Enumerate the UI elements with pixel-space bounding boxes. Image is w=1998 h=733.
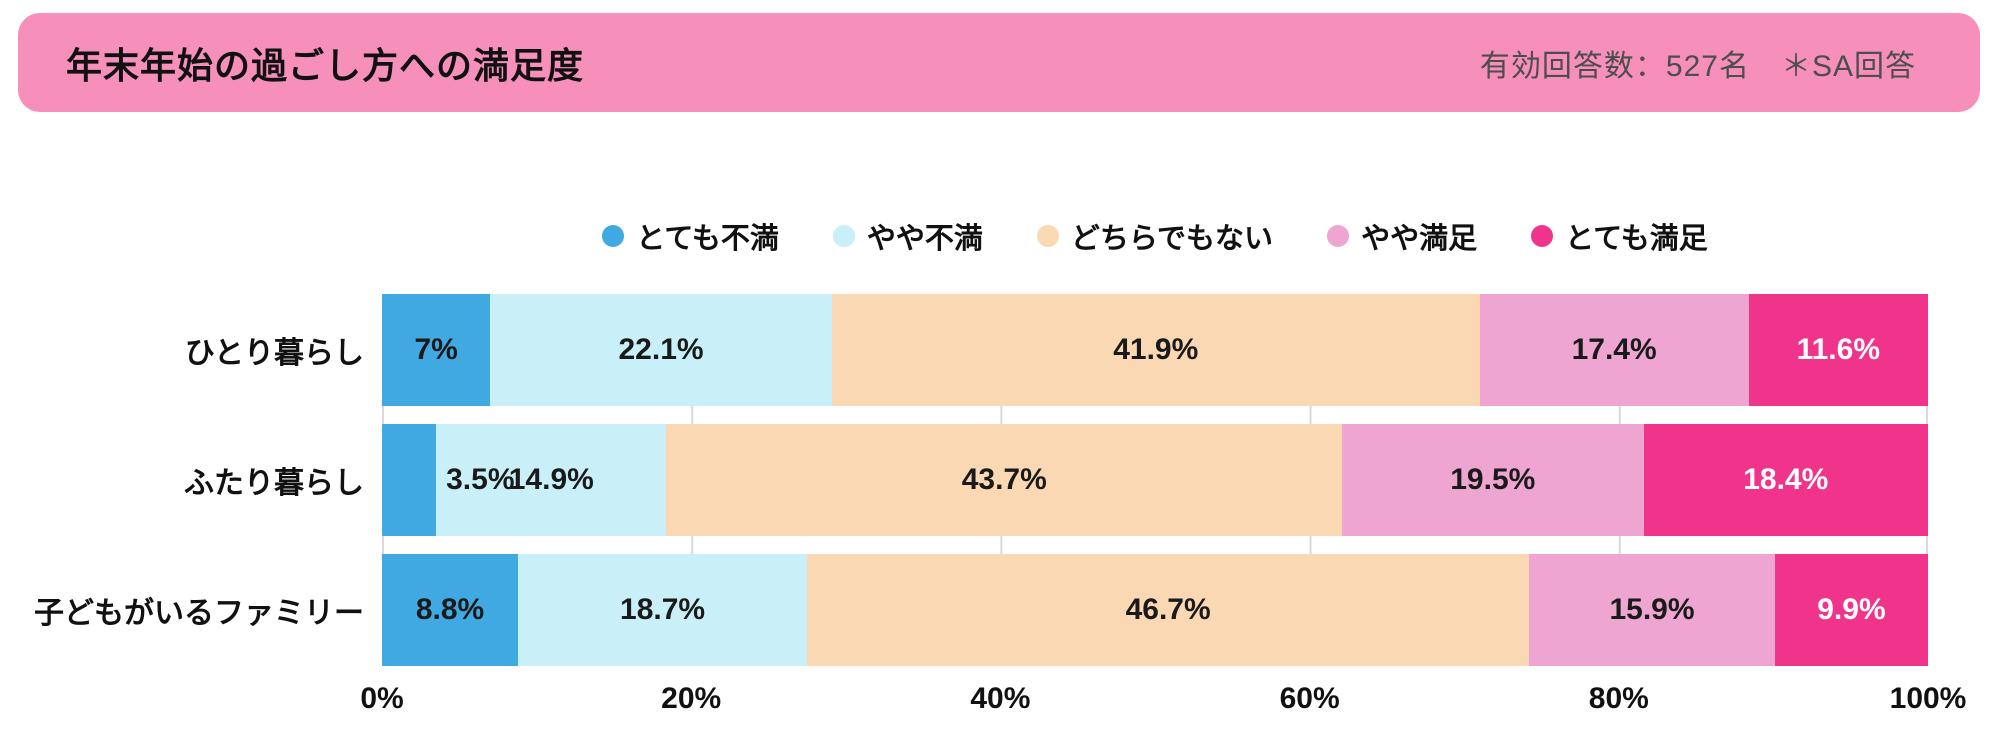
legend-item: やや満足: [1327, 215, 1477, 257]
bar-segment: 46.7%: [807, 554, 1530, 666]
legend-swatch-icon: [1036, 225, 1059, 247]
segment-value-label: 46.7%: [1125, 593, 1211, 626]
legend-item: とても満足: [1531, 215, 1708, 257]
bar-segment: 7%: [382, 294, 491, 406]
segment-value-label: 3.5%: [446, 463, 515, 496]
segment-value-label: 18.7%: [620, 593, 706, 626]
segment-value-label: 14.9%: [508, 463, 594, 496]
bar-row: ふたり暮らし 3.5% 14.9% 43.7% 19.5% 18.4%: [0, 424, 1928, 536]
category-label: ひとり暮らし: [184, 337, 364, 370]
bar-segment: 22.1%: [490, 294, 832, 406]
stacked-bar: 8.8% 18.7% 46.7% 15.9% 9.9%: [382, 554, 1928, 666]
legend-label: やや満足: [1361, 223, 1478, 255]
x-axis-tick: 20%: [661, 682, 722, 715]
bar-segment: 41.9%: [831, 294, 1480, 406]
stacked-bar: 7% 22.1% 41.9% 17.4% 11.6%: [382, 294, 1928, 406]
legend: とても不満 やや不満 どちらでもない やや満足 とても満足: [382, 220, 1928, 255]
response-count-note: 有効回答数：527名 ＊SA回答: [1479, 49, 1916, 83]
x-axis-tick: 40%: [970, 682, 1031, 715]
legend-item: やや不満: [832, 215, 983, 257]
header-banner: 年末年始の過ごし方への満足度 有効回答数：527名 ＊SA回答: [18, 13, 1980, 112]
x-axis-tick: 60%: [1279, 682, 1340, 715]
segment-value-label: 22.1%: [618, 333, 704, 366]
segment-value-label: 11.6%: [1796, 333, 1881, 366]
bar-segment: 11.6%: [1748, 294, 1928, 406]
segment-value-label: 9.9%: [1817, 593, 1886, 626]
segment-value-label: 18.4%: [1743, 463, 1829, 496]
legend-label: やや不満: [866, 223, 983, 255]
bar-row: ひとり暮らし 7% 22.1% 41.9% 17.4% 11.6%: [0, 294, 1928, 406]
category-label: ふたり暮らし: [184, 467, 364, 500]
legend-swatch-icon: [1327, 225, 1350, 247]
bar-segment: 19.5%: [1342, 424, 1644, 536]
legend-item: とても不満: [602, 215, 779, 257]
bar-segment: 14.9%: [436, 424, 667, 536]
category-label: 子どもがいるファミリー: [34, 597, 364, 630]
legend-label: どちらでもない: [1070, 223, 1274, 255]
legend-swatch-icon: [1531, 225, 1554, 247]
legend-label: とても不満: [636, 223, 779, 255]
bar-segment: 18.7%: [518, 554, 808, 666]
segment-value-label: 17.4%: [1571, 333, 1657, 366]
legend-label: とても満足: [1565, 223, 1708, 255]
x-axis-tick: 80%: [1588, 682, 1649, 715]
bar-segment: 15.9%: [1529, 554, 1775, 666]
bar-segment: 9.9%: [1774, 554, 1928, 666]
segment-value-label: 41.9%: [1113, 333, 1199, 366]
bar-segment: 8.8%: [382, 554, 519, 666]
segment-value-label: 19.5%: [1450, 463, 1536, 496]
bar-segment: 3.5%: [382, 424, 515, 536]
page: 年末年始の過ごし方への満足度 有効回答数：527名 ＊SA回答 とても不満 やや不…: [0, 13, 1998, 726]
stacked-bar-chart: ひとり暮らし 7% 22.1% 41.9% 17.4% 11.6% ふたり暮らし 3.5% 14…: [0, 294, 1966, 726]
x-axis: 0% 20% 40% 60% 80% 100%: [360, 682, 1966, 726]
legend-swatch-icon: [832, 225, 855, 247]
bar-segment: 18.4%: [1643, 424, 1928, 536]
legend-swatch-icon: [602, 225, 625, 247]
stacked-bar: 3.5% 14.9% 43.7% 19.5% 18.4%: [382, 424, 1928, 536]
segment-value-label: 8.8%: [415, 593, 485, 626]
x-axis-tick: 0%: [360, 682, 404, 715]
segment-value-label: 43.7%: [961, 463, 1047, 496]
page-title: 年末年始の過ごし方への満足度: [66, 44, 585, 86]
segment-value-label: 15.9%: [1609, 593, 1695, 626]
x-axis-tick: 100%: [1889, 682, 1967, 715]
legend-item: どちらでもない: [1036, 215, 1274, 257]
bar-row: 子どもがいるファミリー 8.8% 18.7% 46.7% 15.9% 9.9%: [0, 554, 1928, 666]
bar-segment: 17.4%: [1479, 294, 1749, 406]
chart-rows: ひとり暮らし 7% 22.1% 41.9% 17.4% 11.6% ふたり暮らし 3.5% 14…: [0, 294, 1928, 666]
segment-value-label: 7%: [414, 333, 458, 366]
bar-segment: 43.7%: [666, 424, 1343, 536]
